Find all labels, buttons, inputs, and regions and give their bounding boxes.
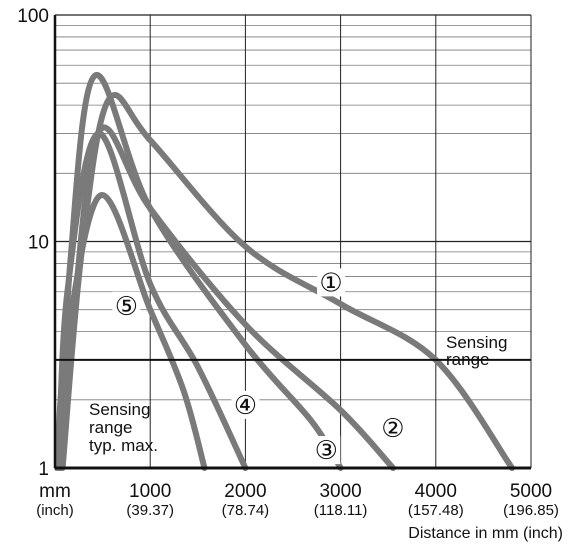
x-axis-title: Distance in mm (inch) (408, 525, 563, 542)
x-tick-inch-label: (157.48) (408, 502, 464, 519)
x-tick-inch-label: (118.11) (314, 502, 368, 519)
x-tick-label: 1000 (129, 481, 171, 502)
x-tick-label: 3000 (319, 481, 361, 502)
y-tick-label: 10 (28, 233, 49, 254)
series-marker-label-2: ② (378, 413, 407, 443)
series-marker-bg (112, 291, 141, 320)
series-marker-text: ⑤ (115, 291, 138, 321)
series-marker-bg (312, 436, 341, 465)
x-tick-inch-label: (39.37) (126, 502, 174, 519)
threshold-label-line1: Sensing (446, 333, 507, 352)
series-marker-label-3: ③ (312, 435, 341, 465)
annotation-line1: Sensing (89, 400, 150, 419)
x-tick-inch-label: (78.74) (222, 502, 270, 519)
series-marker-label-4: ④ (231, 390, 260, 420)
y-tick-label: 100 (17, 6, 49, 27)
series-marker-bg (378, 414, 407, 443)
x-unit-inch-label: (inch) (36, 502, 74, 519)
grid (55, 14, 532, 469)
threshold-label-line2: range (446, 350, 489, 369)
series-marker-text: ① (319, 267, 342, 297)
axes: 1 10 100 1000(39.37) 2000(78.74) 3000(118.11)… (17, 6, 563, 542)
annotation-line2: range (89, 418, 132, 437)
curves (53, 72, 515, 471)
series-marker-bg (317, 268, 346, 297)
series-curve-4 (55, 130, 249, 471)
annotation-line3: typ. max. (89, 436, 158, 455)
x-tick-label: 5000 (510, 481, 552, 502)
series-marker-label-5: ⑤ (112, 291, 141, 321)
x-tick-inch-label: (196.85) (503, 502, 559, 519)
series-marker-text: ③ (315, 435, 338, 465)
series-curve-5 (53, 192, 208, 471)
x-tick-label: 2000 (224, 481, 266, 502)
series-marker-text: ④ (234, 390, 257, 420)
series-marker-bg (231, 390, 260, 419)
x-unit-label: mm (39, 481, 71, 502)
x-tick-label: 4000 (415, 481, 457, 502)
series-marker-label-1: ① (317, 267, 346, 297)
series-marker-text: ② (381, 413, 404, 443)
y-tick-label: 1 (38, 459, 49, 480)
